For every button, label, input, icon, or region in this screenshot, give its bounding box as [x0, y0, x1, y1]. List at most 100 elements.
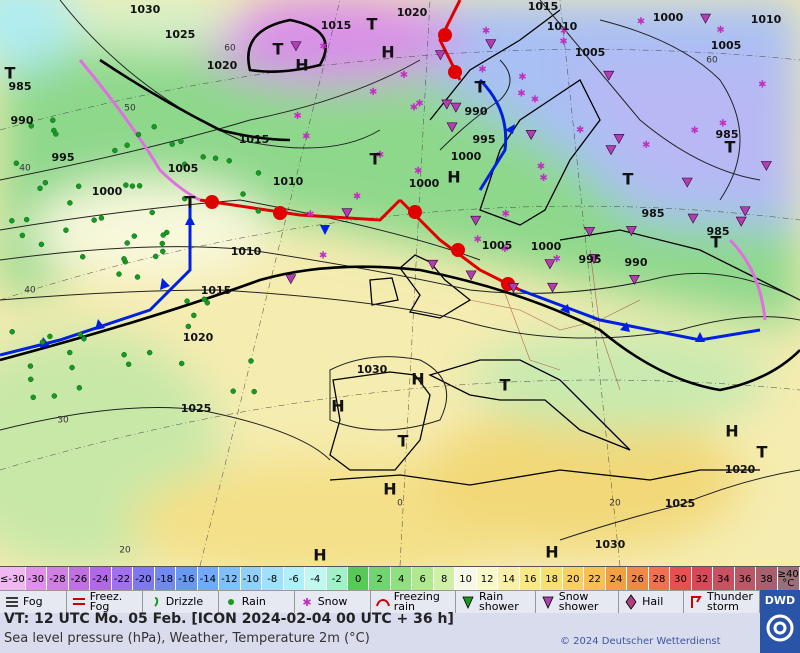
- rain-dot: [121, 256, 127, 262]
- pressure-center: T: [725, 138, 736, 157]
- isobar-label: 1030: [357, 363, 388, 376]
- legend-item: Freez. Fog: [67, 591, 143, 613]
- legend-icon: [6, 597, 18, 607]
- shower-triangle: [625, 226, 637, 237]
- shower-triangle: [605, 145, 617, 156]
- temperature-swatch: -30: [25, 567, 48, 591]
- snow-star: ✱: [576, 125, 584, 136]
- temperature-label: 20: [119, 546, 131, 556]
- rain-dot: [121, 352, 127, 358]
- temperature-swatch: -22: [111, 567, 134, 591]
- temperature-swatch: 24: [605, 567, 628, 591]
- temperature-swatch: 38: [756, 567, 778, 591]
- snow-star: ✱: [293, 111, 301, 122]
- rain-dot: [255, 208, 262, 214]
- snow-star: ✱: [719, 118, 727, 129]
- legend-label: Fog: [23, 595, 43, 608]
- shower-triangle: [434, 50, 446, 61]
- rain-dot: [125, 361, 132, 367]
- coastlines: [329, 9, 800, 486]
- isobar-label: 1015: [201, 284, 232, 297]
- shower-triangle: [603, 70, 615, 81]
- legend-item: Fog: [0, 591, 67, 613]
- shower-triangle: [739, 206, 751, 217]
- isobar-label: 985: [707, 225, 730, 238]
- rain-dot: [131, 233, 138, 239]
- cold-front: [519, 288, 761, 342]
- rain-dot: [124, 240, 130, 246]
- rain-dot: [240, 191, 246, 197]
- rain-dot: [76, 385, 83, 391]
- isobar-label: 1025: [165, 28, 196, 41]
- legend-icon: [542, 596, 554, 609]
- shower-triangle: [450, 102, 462, 113]
- snow-star: ✱: [415, 99, 423, 110]
- legend-icon: [153, 597, 158, 607]
- legend-item: Hail: [619, 591, 684, 613]
- temperature-swatch: 22: [584, 567, 606, 591]
- snow-star: ✱: [369, 87, 377, 98]
- isobar-label: 1000: [92, 185, 123, 198]
- occlusion: [728, 238, 767, 321]
- rain-dot: [178, 360, 185, 367]
- valid-time: VT: 12 UTC Mo. 05 Feb. [ICON 2024-02-04 …: [4, 611, 454, 627]
- pressure-center: H: [411, 370, 424, 389]
- isobar-label: 1010: [273, 175, 304, 188]
- snow-star: ✱: [478, 65, 486, 76]
- rain-dot: [27, 363, 34, 369]
- shower-triangle: [544, 259, 556, 270]
- rain-dot: [28, 123, 35, 129]
- rain-dot: [27, 376, 34, 383]
- temperature-swatch: -18: [154, 567, 177, 591]
- temperature-label: 30: [57, 416, 69, 426]
- temperature-swatch: 18: [541, 567, 563, 591]
- snow-star: ✱: [319, 42, 327, 53]
- rain-dot: [255, 170, 262, 176]
- isobars: [0, 0, 800, 541]
- shower-triangle: [341, 208, 353, 219]
- isobar-label: 995: [52, 151, 75, 164]
- pressure-center: H: [725, 422, 738, 441]
- isobar-label: 995: [473, 133, 496, 146]
- rain-dot: [191, 312, 197, 319]
- pressure-center: T: [623, 170, 634, 189]
- temperature-label: 40: [24, 286, 36, 296]
- legend-item: Rain shower: [456, 591, 536, 613]
- temperature-label: 60: [224, 44, 236, 54]
- rain-dot: [67, 349, 73, 356]
- rain-dot: [159, 248, 166, 255]
- rain-dot: [178, 138, 184, 145]
- legend-label: Snow shower: [558, 590, 599, 613]
- temperature-label: 50: [124, 104, 136, 114]
- shower-triangle: [446, 122, 458, 133]
- rain-dot: [38, 241, 45, 248]
- snow-star: ✱: [482, 26, 490, 37]
- isobar-label: 995: [579, 253, 602, 266]
- temperature-swatch: 20: [562, 567, 585, 591]
- legend-label: Freez. Fog: [89, 590, 123, 613]
- rain-dot: [42, 179, 49, 186]
- isobar-label: 985: [9, 80, 32, 93]
- legend-icon: [227, 599, 234, 605]
- temperature-swatch: 34: [713, 567, 735, 591]
- isobar-label: 1015: [321, 19, 352, 32]
- rain-dot: [124, 142, 130, 149]
- pressure-center: T: [500, 376, 511, 395]
- legend-icon: ✱: [302, 596, 311, 609]
- temperature-swatch: 2: [369, 567, 391, 591]
- temperature-swatch: 36: [734, 567, 757, 591]
- shower-triangle: [760, 161, 772, 171]
- snow-star: ✱: [474, 234, 482, 245]
- snow-star: ✱: [716, 25, 724, 36]
- isobar-label: 1020: [183, 331, 214, 344]
- rain-dot: [50, 117, 56, 124]
- rain-dot: [81, 336, 87, 342]
- snow-star: ✱: [414, 166, 422, 177]
- legend-label: Freezing rain: [393, 590, 440, 613]
- rain-dot: [184, 298, 190, 304]
- snow-star: ✱: [637, 16, 645, 27]
- temperature-swatch: 30: [670, 567, 692, 591]
- snow-star: ✱: [758, 79, 766, 90]
- snow-star: ✱: [501, 244, 509, 255]
- isobar-label: 1000: [451, 150, 482, 163]
